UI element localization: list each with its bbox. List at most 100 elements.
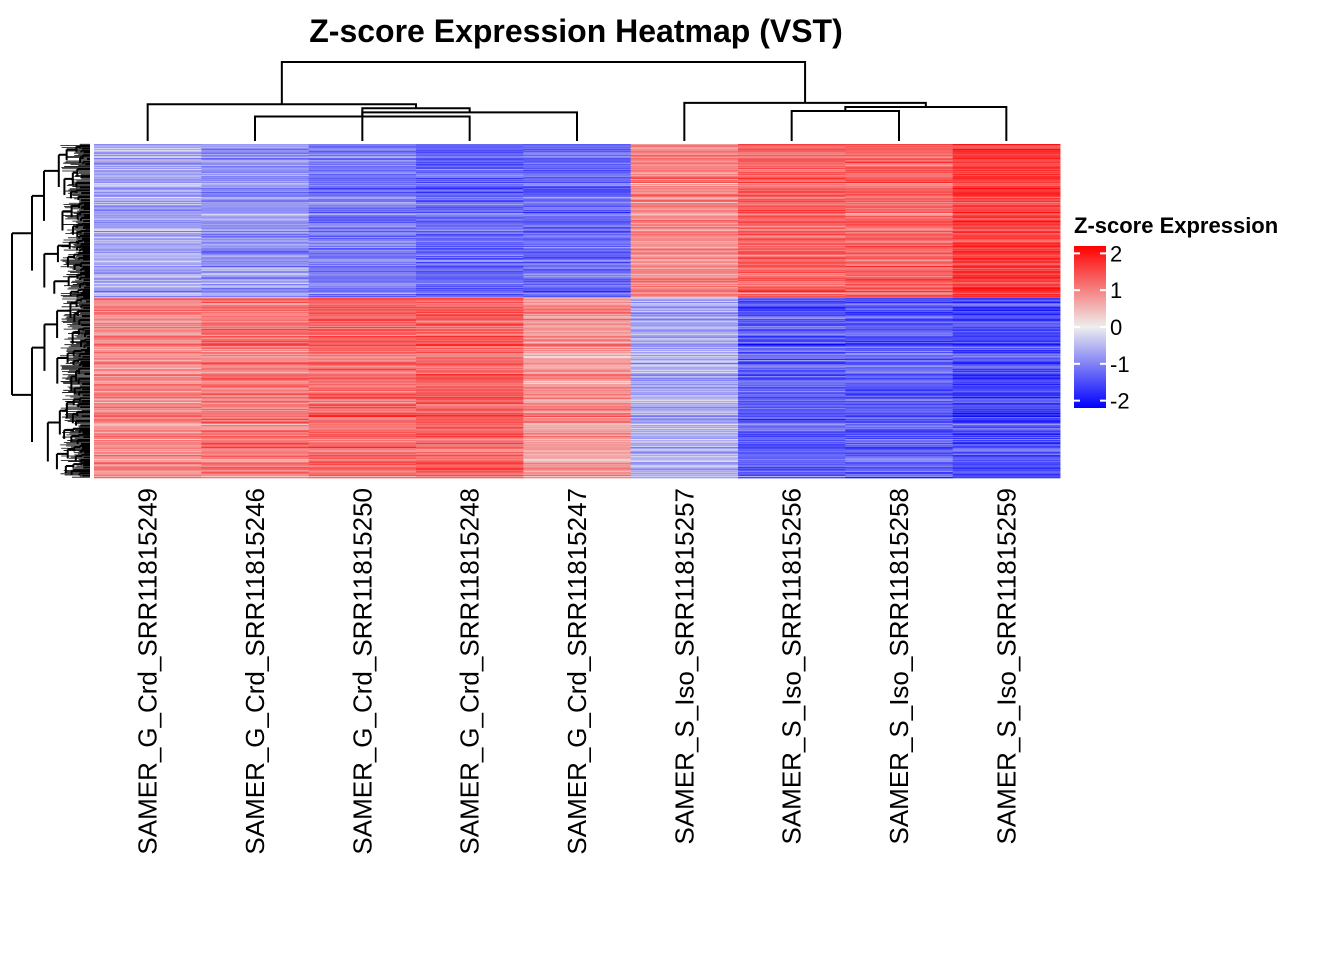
heatmap-cell — [952, 342, 1061, 344]
heatmap-cell — [630, 412, 739, 414]
heatmap-cell — [523, 417, 632, 419]
heatmap-cell — [845, 428, 954, 430]
heatmap-cell — [201, 246, 310, 248]
heatmap-cell — [308, 252, 417, 254]
heatmap-cell — [523, 201, 632, 203]
heatmap-cell — [416, 425, 524, 427]
heatmap-cell — [308, 330, 417, 332]
heatmap-cell — [738, 367, 846, 369]
heatmap-cell — [738, 375, 846, 377]
heatmap-cell — [308, 383, 417, 385]
column-dendrogram — [146, 61, 1008, 141]
heatmap-cell — [523, 299, 632, 301]
heatmap-cell — [952, 184, 1061, 186]
heatmap-cell — [201, 238, 310, 239]
heatmap-cell — [630, 162, 739, 164]
heatmap-cell — [523, 178, 632, 180]
heatmap-cell — [845, 286, 954, 288]
heatmap-cell — [201, 403, 310, 405]
heatmap-cell — [308, 421, 417, 423]
heatmap-cell — [738, 316, 846, 317]
heatmap-cell — [308, 159, 417, 160]
heatmap-cell — [630, 325, 739, 327]
heatmap-cell — [416, 342, 524, 344]
heatmap-cell — [416, 297, 524, 299]
heatmap-cell — [416, 408, 524, 410]
heatmap-cell — [630, 390, 739, 392]
heatmap-cell — [630, 240, 739, 242]
heatmap-cell — [94, 152, 202, 154]
heatmap-cell — [94, 292, 202, 293]
heatmap-cell — [952, 253, 1061, 255]
heatmap-cell — [416, 225, 524, 227]
heatmap-cell — [308, 304, 417, 306]
heatmap-cell — [416, 407, 524, 409]
heatmap-cell — [308, 294, 417, 296]
heatmap-cell — [308, 144, 417, 146]
heatmap-cell — [738, 251, 846, 253]
heatmap-cell — [94, 144, 202, 146]
heatmap-cell — [523, 341, 632, 342]
heatmap-cell — [952, 278, 1061, 280]
heatmap-cell — [523, 287, 632, 288]
heatmap-cell — [201, 293, 310, 295]
heatmap-cell — [416, 366, 524, 368]
heatmap-cell — [201, 192, 310, 194]
heatmap-cell — [523, 269, 632, 271]
heatmap-cell — [201, 297, 310, 299]
heatmap-cell — [952, 176, 1061, 178]
heatmap-cell — [630, 375, 739, 376]
heatmap-cell — [630, 424, 739, 425]
heatmap-cell — [201, 302, 310, 303]
heatmap-cell — [416, 191, 524, 193]
heatmap-cell — [952, 266, 1061, 268]
heatmap-cell — [416, 387, 524, 389]
heatmap-cell — [308, 329, 417, 331]
heatmap-cell — [845, 311, 954, 312]
heatmap-cell — [523, 170, 632, 172]
heatmap-cell — [952, 261, 1061, 263]
heatmap-cell — [201, 347, 310, 349]
heatmap-cell — [308, 357, 417, 359]
heatmap-cell — [308, 272, 417, 273]
heatmap-cell — [201, 190, 310, 192]
heatmap-cell — [416, 167, 524, 169]
heatmap-cell — [201, 398, 310, 400]
heatmap-cell — [94, 154, 202, 155]
heatmap-cell — [416, 387, 524, 389]
heatmap-cell — [523, 344, 632, 346]
heatmap-cell — [952, 426, 1061, 428]
heatmap-cell — [738, 409, 846, 411]
heatmap-cell — [416, 356, 524, 358]
heatmap-cell — [845, 314, 954, 316]
heatmap-cell — [308, 341, 417, 343]
heatmap-cell — [308, 356, 417, 358]
heatmap-cell — [201, 206, 310, 208]
heatmap-cell — [201, 411, 310, 413]
heatmap-cell — [738, 386, 846, 388]
heatmap-cell — [201, 409, 310, 411]
heatmap-cell — [845, 232, 954, 234]
heatmap-cell — [738, 190, 846, 192]
heatmap-cell — [630, 279, 739, 281]
heatmap-cell — [630, 346, 739, 348]
heatmap-cell — [94, 223, 202, 225]
heatmap-cell — [523, 313, 632, 315]
heatmap-cell — [738, 224, 846, 226]
heatmap-cell — [201, 341, 310, 343]
heatmap-cell — [738, 388, 846, 390]
heatmap-cell — [308, 289, 417, 291]
heatmap-cell — [201, 342, 310, 344]
heatmap-cell — [845, 200, 954, 202]
heatmap-cell — [523, 241, 632, 243]
heatmap-cell — [738, 382, 846, 384]
heatmap-cell — [952, 217, 1061, 219]
heatmap-cell — [523, 258, 632, 260]
heatmap-cell — [308, 350, 417, 352]
heatmap-cell — [201, 146, 310, 148]
heatmap-cell — [523, 289, 632, 291]
heatmap-cell — [308, 153, 417, 155]
heatmap-cell — [201, 157, 310, 159]
heatmap-cell — [416, 152, 524, 154]
heatmap-cell — [308, 175, 417, 177]
